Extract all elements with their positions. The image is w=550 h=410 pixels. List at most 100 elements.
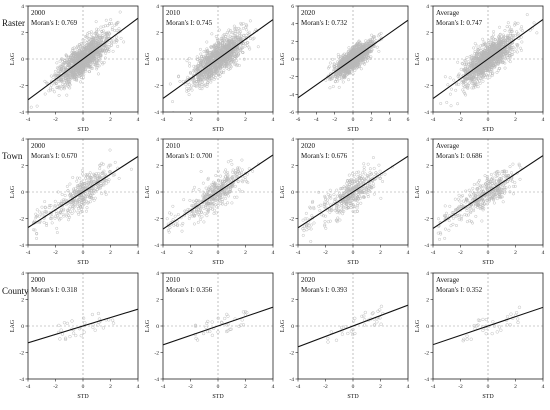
data-point xyxy=(55,86,59,90)
data-point xyxy=(203,84,207,88)
data-point xyxy=(470,76,474,80)
data-point xyxy=(448,76,452,80)
data-point xyxy=(54,77,58,81)
data-point xyxy=(96,42,100,46)
data-point xyxy=(54,82,58,86)
data-point xyxy=(188,64,192,68)
data-point xyxy=(54,210,58,214)
data-point xyxy=(369,40,373,44)
data-point xyxy=(102,60,106,64)
data-point xyxy=(479,76,483,80)
data-point xyxy=(498,25,502,29)
data-point xyxy=(352,59,356,63)
x-tick-label: -2 xyxy=(332,117,337,123)
data-point xyxy=(98,34,102,38)
data-point xyxy=(97,64,101,68)
data-point xyxy=(219,57,223,61)
data-point xyxy=(355,48,359,52)
data-point xyxy=(85,40,89,44)
data-point xyxy=(49,74,53,78)
data-point xyxy=(69,61,73,65)
data-point xyxy=(450,87,453,91)
data-point xyxy=(29,105,33,109)
data-point xyxy=(363,45,367,48)
data-point xyxy=(519,35,523,39)
data-point xyxy=(456,102,460,106)
data-point xyxy=(475,44,479,48)
data-point xyxy=(94,20,98,24)
data-point xyxy=(229,45,233,49)
data-point xyxy=(110,28,114,32)
data-point xyxy=(496,59,500,63)
data-point xyxy=(70,57,74,61)
regression-line xyxy=(433,18,543,100)
data-point xyxy=(224,48,228,52)
data-point xyxy=(445,100,449,104)
x-tick-label: 2 xyxy=(514,117,517,123)
regression-line xyxy=(298,19,408,99)
data-point xyxy=(211,56,215,60)
data-point xyxy=(78,53,82,57)
data-point xyxy=(468,55,472,58)
data-point xyxy=(507,54,511,58)
data-point xyxy=(370,37,374,41)
data-point xyxy=(466,86,470,90)
data-point xyxy=(493,49,497,53)
data-point xyxy=(110,26,114,30)
y-tick-label: -6 xyxy=(289,110,294,116)
panel-morans-i: Moran's I: 0.732 xyxy=(301,19,348,27)
data-point xyxy=(85,206,89,210)
data-point xyxy=(215,41,219,45)
data-point xyxy=(351,63,355,67)
data-point xyxy=(85,35,89,39)
data-point xyxy=(248,19,252,23)
data-point xyxy=(221,71,225,75)
data-point xyxy=(343,58,347,62)
data-point xyxy=(512,49,516,53)
data-point xyxy=(95,27,99,31)
data-point xyxy=(228,61,232,65)
data-point xyxy=(338,73,342,77)
data-point xyxy=(217,41,221,45)
data-point xyxy=(337,85,341,89)
data-point xyxy=(495,70,499,74)
data-point xyxy=(219,65,223,69)
data-point xyxy=(210,67,214,71)
data-point xyxy=(508,46,512,50)
data-point xyxy=(193,84,196,87)
data-point xyxy=(220,38,224,42)
data-point xyxy=(449,104,453,108)
data-point xyxy=(209,45,213,49)
data-point xyxy=(511,48,515,52)
data-point xyxy=(171,100,175,104)
data-point xyxy=(60,78,64,82)
data-point xyxy=(119,36,123,40)
data-point xyxy=(244,37,248,41)
data-point xyxy=(347,69,351,73)
data-point xyxy=(456,60,460,64)
data-point xyxy=(73,67,77,71)
data-point xyxy=(480,70,484,74)
data-point xyxy=(470,54,474,58)
data-point xyxy=(230,36,234,40)
data-point xyxy=(490,36,494,40)
data-point xyxy=(198,75,201,79)
data-point xyxy=(375,45,379,49)
data-point xyxy=(221,45,225,49)
data-point xyxy=(347,78,350,82)
data-point xyxy=(463,59,467,63)
data-point xyxy=(194,84,198,88)
data-point xyxy=(501,61,505,65)
data-point xyxy=(231,49,235,53)
data-point xyxy=(84,46,88,50)
data-point xyxy=(205,74,209,78)
data-point xyxy=(114,38,118,42)
data-point xyxy=(201,59,205,63)
row-label-raster: Raster xyxy=(2,18,25,28)
data-point xyxy=(490,74,494,77)
data-point xyxy=(477,56,481,60)
data-point xyxy=(94,41,98,45)
data-point xyxy=(200,87,204,91)
data-point xyxy=(362,55,366,59)
